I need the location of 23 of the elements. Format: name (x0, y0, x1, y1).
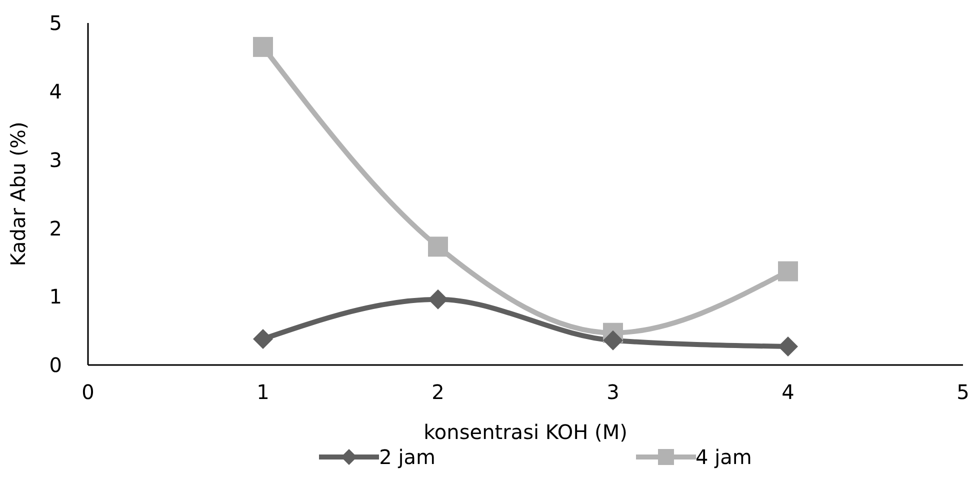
point (428, 236, 448, 257)
y-tick-label: 1 (49, 284, 62, 309)
y-tick-label: 2 (49, 216, 62, 240)
x-tick-label: 0 (82, 380, 94, 404)
x-tick-label: 1 (256, 380, 270, 404)
legend-label: 4 jam (696, 445, 752, 469)
y-tick-label: 4 (49, 80, 62, 104)
x-tick-label: 4 (782, 380, 794, 404)
point (778, 336, 798, 357)
point (778, 261, 798, 282)
y-tick-label: 0 (49, 353, 62, 378)
y-tick-label: 3 (49, 148, 62, 172)
point (428, 289, 448, 310)
point (603, 330, 623, 350)
legend-label: 2 jam (379, 445, 436, 469)
x-tick-label: 2 (432, 380, 444, 404)
x-tick-label: 3 (606, 380, 620, 404)
x-tick-label: 5 (956, 380, 970, 404)
y-axis-title: Kadar Abu (%) (6, 122, 30, 266)
point (253, 329, 273, 350)
x-axis-title: konsentrasi KOH (M) (424, 420, 628, 444)
y-tick-label: 5 (49, 11, 62, 36)
point (253, 36, 273, 57)
